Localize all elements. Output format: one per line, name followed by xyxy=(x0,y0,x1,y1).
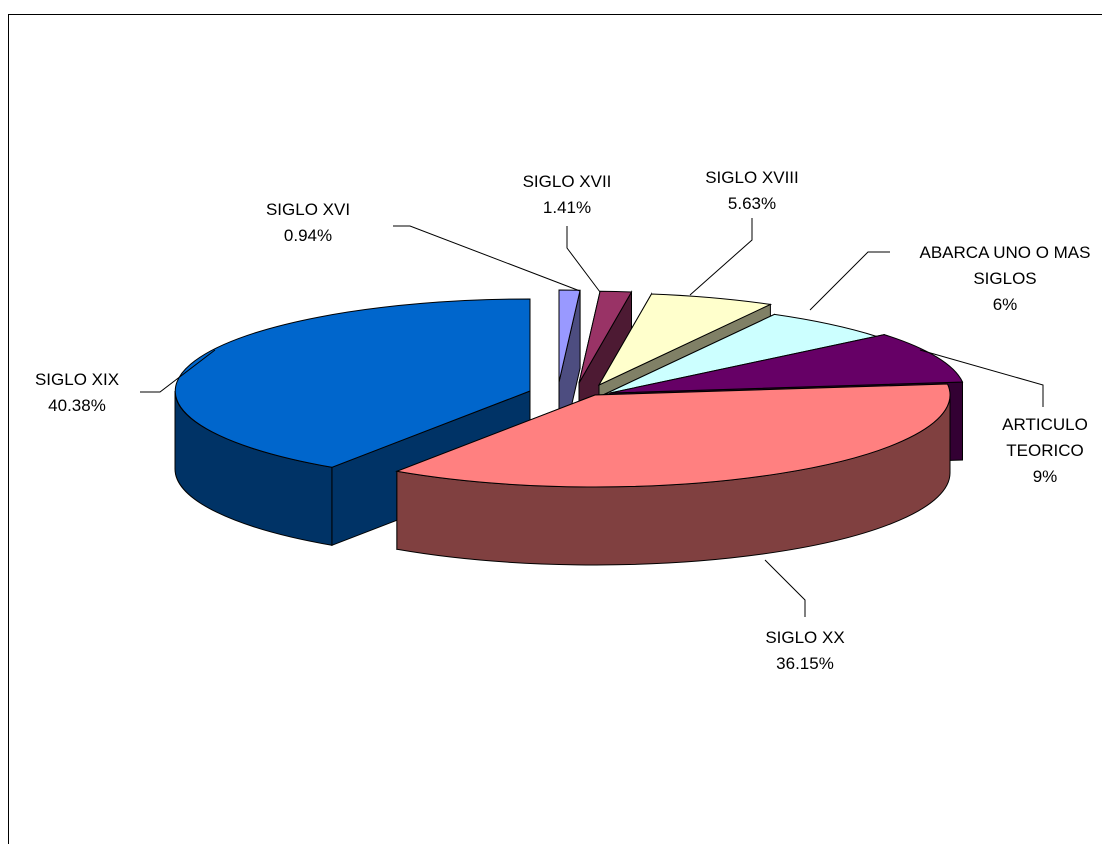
data-label-value: 6% xyxy=(993,295,1018,314)
leader-line xyxy=(140,349,216,393)
data-label-value: 5.63% xyxy=(728,194,776,213)
data-label: SIGLO XVIII 5.63% xyxy=(689,168,799,296)
data-label-value: 40.38% xyxy=(48,396,106,415)
data-label-category: SIGLO XIX xyxy=(35,370,119,389)
chart-border xyxy=(8,14,1102,844)
data-label: SIGLO XIX 40.38% xyxy=(35,349,216,415)
data-label-category: SIGLO XVII xyxy=(523,172,612,191)
leader-line xyxy=(393,225,581,292)
data-label: ARTICULO TEORICO 9% xyxy=(919,349,1088,486)
data-label-category: SIGLO XVIII xyxy=(705,168,799,187)
data-label-value: 1.41% xyxy=(543,198,591,217)
data-label-category: ARTICULO xyxy=(1002,415,1088,434)
pie-slice-top xyxy=(395,383,951,488)
pie-slice-top xyxy=(609,334,964,394)
pie-slice-top xyxy=(597,293,773,387)
leader-line xyxy=(764,559,806,617)
pie-slice-top xyxy=(558,289,581,383)
data-label-category: SIGLOS xyxy=(973,269,1036,288)
pie-slice-top xyxy=(578,290,633,384)
data-label: SIGLO XVI 0.94% xyxy=(266,200,581,292)
data-label: ABARCA UNO O MAS SIGLOS 6% xyxy=(809,243,1091,314)
data-label-category: ABARCA UNO O MAS xyxy=(920,243,1091,262)
data-label-category: TEORICO xyxy=(1006,441,1083,460)
data-label: SIGLO XVII 1.41% xyxy=(523,172,612,293)
data-label-value: 9% xyxy=(1033,467,1058,486)
pie-slice xyxy=(174,298,531,547)
data-label-category: SIGLO XVI xyxy=(266,200,350,219)
leader-line xyxy=(689,218,753,296)
leader-line xyxy=(566,226,601,293)
data-label-value: 0.94% xyxy=(284,226,332,245)
leader-line xyxy=(919,349,1044,407)
data-label: SIGLO XX 36.15% xyxy=(764,559,845,673)
leader-line xyxy=(809,251,890,311)
pie-slice xyxy=(395,383,951,566)
pie-slice-top xyxy=(174,298,531,468)
data-label-value: 36.15% xyxy=(776,654,834,673)
data-label-category: SIGLO XX xyxy=(765,628,844,647)
